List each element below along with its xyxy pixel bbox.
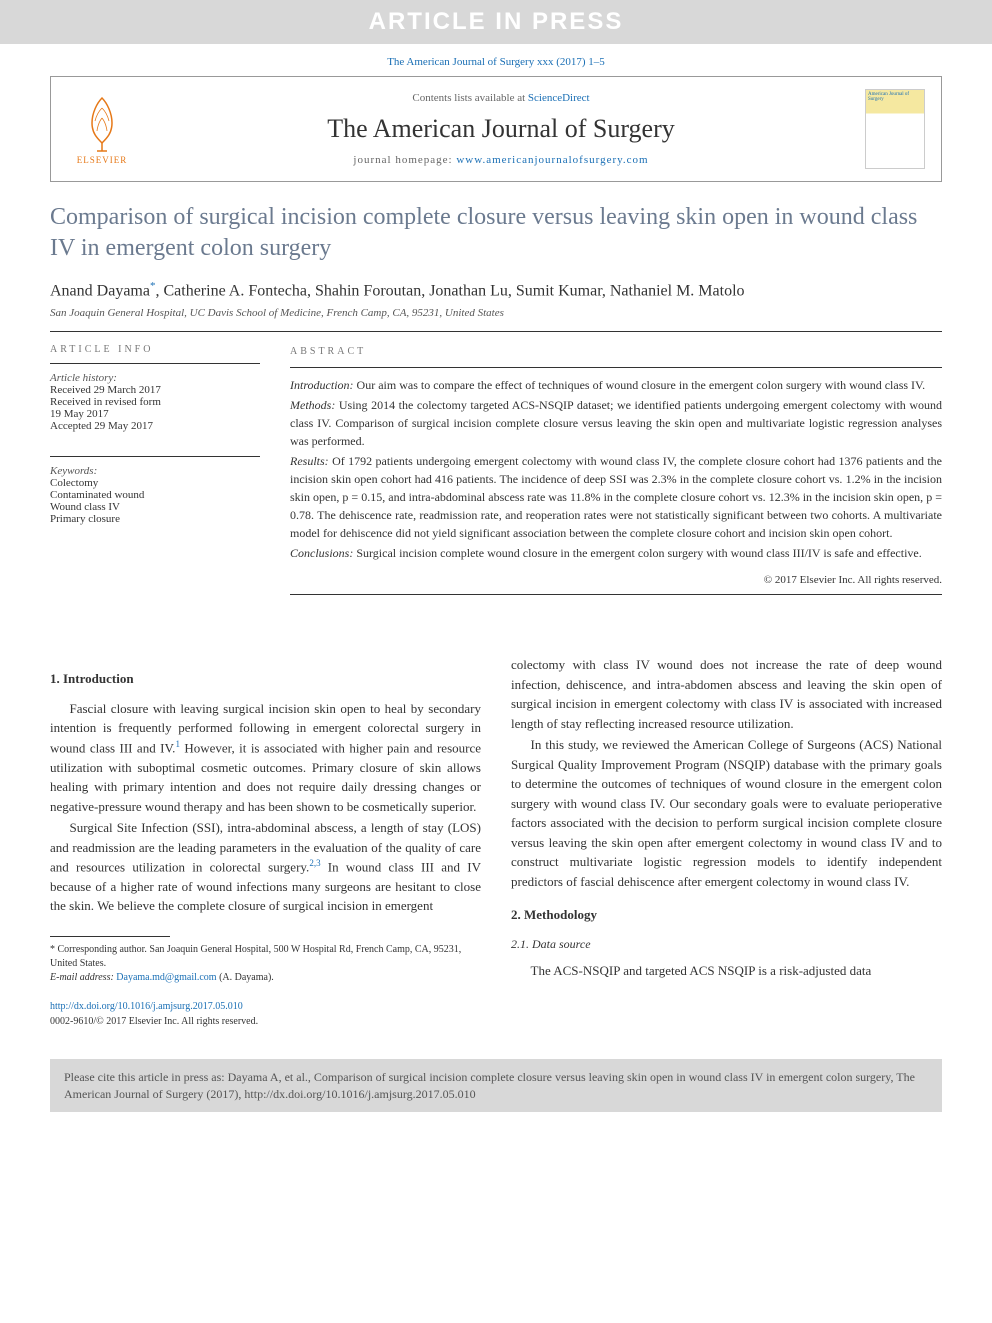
ref-2-3[interactable]: 2,3: [309, 858, 320, 868]
elsevier-tree-icon: [77, 93, 127, 153]
corresponding-marker: *: [150, 280, 156, 292]
paragraph: Fascial closure with leaving surgical in…: [50, 699, 481, 816]
abstract-concl-hdr: Conclusions:: [290, 546, 353, 560]
doi-block: http://dx.doi.org/10.1016/j.amjsurg.2017…: [50, 999, 481, 1029]
received-date: Received 29 March 2017: [50, 384, 260, 396]
abstract-methods: Using 2014 the colectomy targeted ACS-NS…: [290, 398, 942, 448]
abstract-heading: ABSTRACT: [290, 344, 942, 359]
paragraph: colectomy with class IV wound does not i…: [511, 655, 942, 733]
abstract-copyright: © 2017 Elsevier Inc. All rights reserved…: [290, 572, 942, 589]
abstract-column: ABSTRACT Introduction: Our aim was to co…: [290, 344, 942, 596]
corresponding-footnote: * Corresponding author. San Joaquin Gene…: [50, 943, 481, 971]
keywords-label: Keywords:: [50, 465, 260, 477]
revised-date-1: Received in revised form: [50, 396, 260, 408]
section-2-1-heading: 2.1. Data source: [511, 935, 942, 953]
citation-line: The American Journal of Surgery xxx (201…: [0, 44, 992, 76]
affiliation: San Joaquin General Hospital, UC Davis S…: [50, 307, 942, 319]
email-label: E-mail address:: [50, 972, 114, 983]
keyword: Wound class IV: [50, 501, 260, 513]
email-link[interactable]: Dayama.md@gmail.com: [116, 972, 216, 983]
abstract-methods-hdr: Methods:: [290, 398, 335, 412]
journal-masthead: ELSEVIER Contents lists available at Sci…: [50, 76, 942, 182]
ref-1[interactable]: 1: [175, 739, 180, 749]
abstract-concl: Surgical incision complete wound closure…: [356, 546, 921, 560]
author-list: Anand Dayama*, Catherine A. Fontecha, Sh…: [50, 280, 942, 300]
paragraph: The ACS-NSQIP and targeted ACS NSQIP is …: [511, 961, 942, 981]
abstract-intro-hdr: Introduction:: [290, 378, 354, 392]
sciencedirect-link[interactable]: ScienceDirect: [528, 92, 590, 104]
section-1-heading: 1. Introduction: [50, 669, 481, 689]
accepted-date: Accepted 29 May 2017: [50, 420, 260, 432]
article-info-heading: ARTICLE INFO: [50, 344, 260, 355]
abstract-intro: Our aim was to compare the effect of tec…: [357, 378, 926, 392]
section-2-heading: 2. Methodology: [511, 905, 942, 925]
elsevier-label: ELSEVIER: [77, 155, 128, 165]
footnotes: * Corresponding author. San Joaquin Gene…: [50, 943, 481, 985]
rule-top: [50, 331, 942, 332]
homepage-line: journal homepage: www.americanjournalofs…: [157, 154, 845, 166]
paragraph: In this study, we reviewed the American …: [511, 735, 942, 891]
contents-line: Contents lists available at ScienceDirec…: [157, 92, 845, 104]
keyword: Primary closure: [50, 513, 260, 525]
article-info-column: ARTICLE INFO Article history: Received 2…: [50, 344, 260, 596]
keyword: Contaminated wound: [50, 489, 260, 501]
journal-name: The American Journal of Surgery: [157, 114, 845, 144]
email-suffix: (A. Dayama).: [219, 972, 274, 983]
article-title: Comparison of surgical incision complete…: [50, 202, 942, 264]
footnote-rule: [50, 936, 170, 937]
paragraph: Surgical Site Infection (SSI), intra-abd…: [50, 818, 481, 916]
doi-link[interactable]: http://dx.doi.org/10.1016/j.amjsurg.2017…: [50, 1001, 243, 1012]
keyword: Colectomy: [50, 477, 260, 489]
body-text: 1. Introduction Fascial closure with lea…: [50, 655, 942, 1029]
homepage-link[interactable]: www.americanjournalofsurgery.com: [456, 154, 648, 166]
elsevier-logo: ELSEVIER: [67, 89, 137, 169]
revised-date-2: 19 May 2017: [50, 408, 260, 420]
journal-cover-thumbnail: American Journal of Surgery: [865, 89, 925, 169]
abstract-results: Of 1792 patients undergoing emergent col…: [290, 454, 942, 540]
article-in-press-banner: ARTICLE IN PRESS: [0, 0, 992, 44]
cite-box: Please cite this article in press as: Da…: [50, 1059, 942, 1113]
history-label: Article history:: [50, 372, 260, 384]
copyright-line: 0002-9610/© 2017 Elsevier Inc. All right…: [50, 1016, 258, 1027]
abstract-results-hdr: Results:: [290, 454, 329, 468]
